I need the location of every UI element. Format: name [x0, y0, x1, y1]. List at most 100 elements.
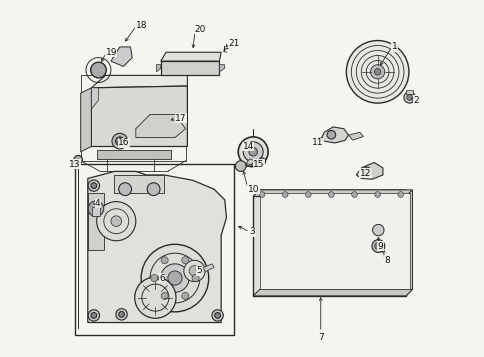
- Polygon shape: [245, 159, 255, 165]
- Polygon shape: [405, 190, 411, 296]
- Circle shape: [161, 257, 168, 264]
- Circle shape: [248, 147, 257, 156]
- Polygon shape: [253, 190, 405, 196]
- Text: 13: 13: [69, 160, 80, 169]
- Circle shape: [141, 244, 208, 312]
- Circle shape: [372, 224, 383, 236]
- Polygon shape: [91, 75, 187, 88]
- Circle shape: [238, 137, 268, 167]
- Polygon shape: [259, 193, 409, 290]
- Circle shape: [167, 271, 182, 285]
- Circle shape: [370, 65, 384, 79]
- Circle shape: [397, 192, 403, 197]
- Text: 18: 18: [136, 21, 147, 30]
- Polygon shape: [96, 150, 171, 159]
- Text: 14: 14: [242, 142, 253, 151]
- Text: 10: 10: [247, 185, 259, 193]
- Circle shape: [116, 309, 127, 320]
- Circle shape: [88, 180, 99, 191]
- Circle shape: [374, 192, 379, 197]
- Polygon shape: [253, 190, 411, 196]
- Polygon shape: [253, 290, 411, 296]
- Circle shape: [112, 133, 127, 149]
- Circle shape: [111, 216, 121, 226]
- Circle shape: [74, 155, 82, 164]
- Text: 2: 2: [412, 96, 418, 105]
- Circle shape: [115, 137, 124, 145]
- Circle shape: [135, 277, 176, 318]
- Circle shape: [346, 41, 408, 103]
- Text: 6: 6: [159, 273, 165, 283]
- Circle shape: [371, 240, 384, 252]
- Circle shape: [258, 158, 265, 165]
- Text: 4: 4: [95, 199, 100, 208]
- Circle shape: [189, 266, 199, 276]
- Circle shape: [212, 310, 223, 321]
- Polygon shape: [92, 207, 100, 216]
- Circle shape: [91, 62, 106, 78]
- Text: 8: 8: [384, 256, 390, 265]
- Circle shape: [214, 313, 220, 318]
- Circle shape: [351, 192, 357, 197]
- Polygon shape: [88, 171, 226, 322]
- Circle shape: [406, 95, 411, 100]
- Polygon shape: [136, 115, 185, 137]
- Circle shape: [362, 167, 370, 176]
- Circle shape: [119, 183, 131, 196]
- Polygon shape: [203, 264, 213, 272]
- Circle shape: [305, 192, 311, 197]
- Circle shape: [242, 142, 263, 162]
- Text: 7: 7: [317, 333, 323, 342]
- Polygon shape: [160, 52, 221, 61]
- Text: 1: 1: [391, 42, 397, 51]
- Text: 3: 3: [249, 227, 255, 236]
- Circle shape: [151, 275, 157, 282]
- Polygon shape: [348, 132, 363, 140]
- Polygon shape: [111, 47, 132, 66]
- Polygon shape: [405, 90, 412, 94]
- Polygon shape: [91, 86, 187, 146]
- Circle shape: [258, 192, 264, 197]
- Polygon shape: [75, 164, 233, 335]
- Circle shape: [161, 292, 168, 300]
- Circle shape: [328, 192, 333, 197]
- Text: 5: 5: [196, 266, 202, 276]
- Polygon shape: [160, 61, 219, 75]
- Circle shape: [403, 92, 414, 103]
- Polygon shape: [320, 127, 348, 143]
- Polygon shape: [88, 193, 104, 250]
- Polygon shape: [91, 88, 98, 109]
- Polygon shape: [80, 88, 91, 152]
- Circle shape: [182, 257, 188, 264]
- Polygon shape: [219, 65, 224, 72]
- Circle shape: [160, 264, 189, 292]
- Polygon shape: [114, 175, 164, 193]
- Circle shape: [327, 131, 335, 139]
- Circle shape: [183, 260, 205, 282]
- Circle shape: [91, 313, 96, 318]
- Text: 12: 12: [359, 169, 370, 178]
- Circle shape: [96, 202, 136, 241]
- Circle shape: [88, 310, 99, 321]
- Circle shape: [235, 161, 245, 171]
- Circle shape: [182, 292, 188, 300]
- Circle shape: [147, 183, 160, 196]
- Text: 17: 17: [175, 114, 186, 122]
- Text: 9: 9: [377, 242, 382, 251]
- Circle shape: [374, 69, 380, 75]
- Circle shape: [192, 275, 199, 282]
- Polygon shape: [156, 65, 160, 72]
- Circle shape: [91, 183, 96, 188]
- Text: 16: 16: [118, 139, 129, 147]
- Circle shape: [374, 242, 381, 250]
- Circle shape: [282, 192, 287, 197]
- Text: 11: 11: [311, 139, 323, 147]
- Text: 15: 15: [253, 160, 264, 169]
- Text: 21: 21: [228, 39, 239, 48]
- Circle shape: [119, 312, 124, 317]
- Circle shape: [88, 201, 104, 217]
- Text: 20: 20: [194, 25, 205, 34]
- Text: 19: 19: [106, 48, 117, 57]
- Polygon shape: [356, 162, 382, 179]
- Polygon shape: [253, 196, 405, 296]
